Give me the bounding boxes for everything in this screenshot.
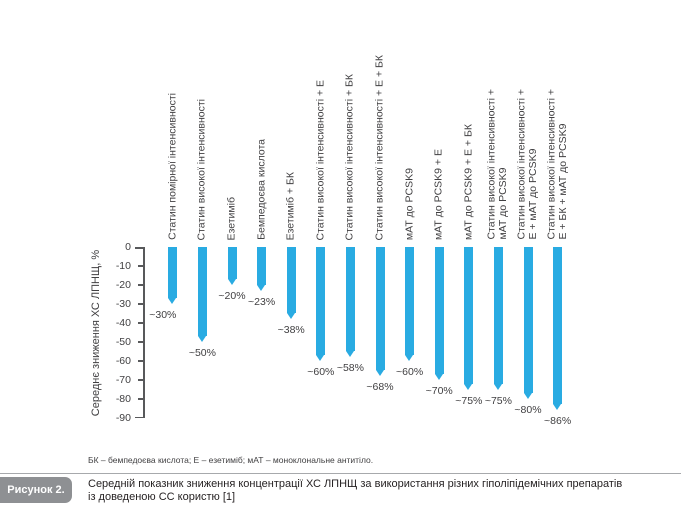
reduction-arrow-tip xyxy=(464,383,473,390)
reduction-arrow-shaft xyxy=(434,247,444,374)
reduction-arrow-shaft xyxy=(227,247,237,279)
reduction-arrow-shaft xyxy=(286,247,296,314)
y-axis-tick xyxy=(138,398,143,400)
reduction-arrow-tip xyxy=(257,284,266,291)
value-label: ~58% xyxy=(336,362,364,375)
reduction-arrow-tip xyxy=(523,393,532,399)
y-axis-tick-label: -20 xyxy=(115,279,131,291)
value-label: ~75% xyxy=(484,394,512,407)
y-axis-tick xyxy=(138,360,143,362)
reduction-arrow-shaft xyxy=(553,247,563,405)
reduction-arrow-tip xyxy=(553,404,562,411)
reduction-arrow-shaft xyxy=(523,247,533,393)
y-axis-tick xyxy=(138,322,143,324)
y-axis-tick xyxy=(138,284,143,286)
y-axis-line xyxy=(143,247,145,418)
reduction-arrow-tip xyxy=(227,279,236,285)
y-axis-tick xyxy=(135,416,143,418)
y-axis-tick xyxy=(135,247,143,249)
category-label: Езетиміб + БК xyxy=(284,171,297,240)
reduction-arrow-shaft xyxy=(257,247,267,285)
category-label: Статин високої інтенсивності xyxy=(195,98,208,241)
value-label: ~70% xyxy=(425,385,453,397)
reduction-arrow-tip xyxy=(168,298,177,304)
category-label: Бемпедоєва кислота xyxy=(254,139,267,240)
reduction-arrow-tip xyxy=(493,383,502,390)
category-label: мАТ до PCSK9 + Е xyxy=(432,148,445,240)
value-label: ~38% xyxy=(277,324,305,337)
category-label: Статин високої інтенсивності + Е + БК xyxy=(373,54,386,240)
y-axis-tick-label: -40 xyxy=(115,317,131,329)
reduction-arrow-shaft xyxy=(197,247,207,336)
reduction-arrow-shaft xyxy=(375,247,385,371)
category-label: мАТ до PCSK9 xyxy=(402,167,415,240)
value-label: ~60% xyxy=(396,366,424,378)
reduction-arrow-shaft xyxy=(493,247,503,384)
reduction-arrow-tip xyxy=(316,355,325,361)
value-label: ~68% xyxy=(366,381,394,394)
caption-divider xyxy=(0,473,681,474)
reduction-arrow-tip xyxy=(286,313,295,320)
value-label: ~30% xyxy=(149,309,177,321)
reduction-arrow-shaft xyxy=(405,247,415,355)
category-label: Статин високої інтенсивності + БК xyxy=(343,73,356,240)
y-axis-tick-label: -80 xyxy=(115,393,131,405)
reduction-arrow-shaft xyxy=(345,247,355,352)
reduction-arrow-shaft xyxy=(464,247,474,384)
y-axis-tick-label: -90 xyxy=(115,412,131,424)
reduction-arrow-tip xyxy=(434,374,443,380)
reduction-arrow-tip xyxy=(375,370,384,377)
y-axis-tick xyxy=(138,379,143,381)
category-label: мАТ до PCSK9 + Е + БК xyxy=(462,124,475,240)
reduction-arrow-shaft xyxy=(168,247,178,298)
y-axis-tick xyxy=(138,341,143,343)
y-axis-tick-label: -10 xyxy=(115,260,131,272)
category-label: Статин високої інтенсивності + Е + мАТ д… xyxy=(515,89,540,240)
value-label: ~75% xyxy=(455,394,483,407)
category-label: Езетиміб xyxy=(225,196,238,240)
y-axis-tick xyxy=(138,265,143,267)
value-label: ~80% xyxy=(514,404,542,416)
figure-caption: Середній показник зниження концентрації … xyxy=(88,478,623,503)
y-axis-tick-label: -70 xyxy=(115,374,131,386)
category-label: Статин високої інтенсивності + Е xyxy=(314,79,327,240)
figure-label-badge: Рисунок 2. xyxy=(0,477,72,503)
value-label: ~23% xyxy=(248,295,276,308)
value-label: ~20% xyxy=(218,290,246,302)
value-label: ~50% xyxy=(188,347,216,359)
y-axis-tick xyxy=(138,303,143,305)
y-axis-tick-label: 0 xyxy=(125,241,131,253)
category-label: Статин помірної інтенсивності xyxy=(166,93,179,240)
y-axis-title: Середнє зниження ХС ЛПНЩ, % xyxy=(90,249,102,416)
value-label: ~86% xyxy=(544,415,572,428)
category-label: Статин високої інтенсивності + мАТ до PC… xyxy=(485,89,510,240)
reduction-arrow-tip xyxy=(197,336,206,342)
footnote: БК – бемпедоєва кислота; Е – езетиміб; м… xyxy=(88,455,374,465)
y-axis-tick-label: -50 xyxy=(115,336,131,348)
y-axis-tick-label: -30 xyxy=(115,298,131,310)
value-label: ~60% xyxy=(307,366,335,378)
reduction-arrow-tip xyxy=(345,351,354,358)
reduction-arrow-shaft xyxy=(316,247,326,355)
y-axis-tick-label: -60 xyxy=(115,355,131,367)
category-label: Статин високої інтенсивності + Е + БК + … xyxy=(545,89,569,240)
reduction-arrow-tip xyxy=(405,355,414,361)
